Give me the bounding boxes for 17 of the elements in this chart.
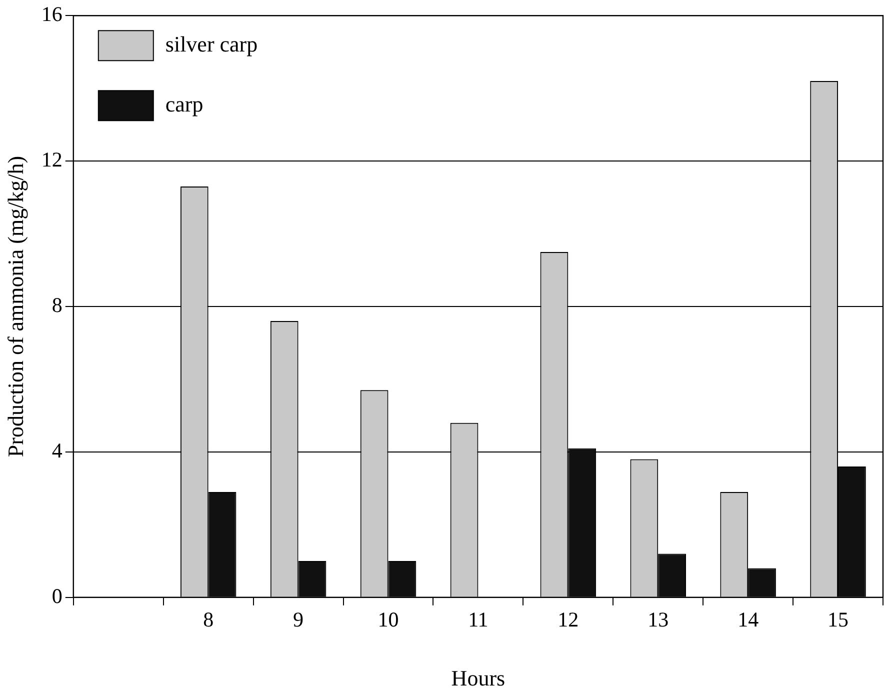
x-tick-label: 15 [828, 608, 849, 632]
x-tick-label: 13 [648, 608, 669, 632]
legend-label: silver carp [165, 31, 258, 56]
x-tick-label: 10 [378, 608, 399, 632]
y-tick-label: 4 [52, 438, 63, 462]
x-axis-title: Hours [451, 666, 506, 691]
x-tick-label: 8 [203, 608, 214, 632]
legend-label: carp [165, 91, 204, 116]
x-tick-label: 12 [558, 608, 579, 632]
x-tick-label: 11 [468, 608, 488, 632]
y-tick-label: 0 [52, 584, 62, 608]
y-tick-label: 8 [52, 293, 62, 318]
x-tick-label: 14 [738, 608, 760, 632]
y-axis-title: Production of ammonia (mg/kg/h) [2, 156, 28, 458]
y-tick-label: 16 [41, 2, 62, 26]
y-tick-label: 12 [41, 148, 62, 172]
x-tick-label: 9 [293, 608, 304, 632]
